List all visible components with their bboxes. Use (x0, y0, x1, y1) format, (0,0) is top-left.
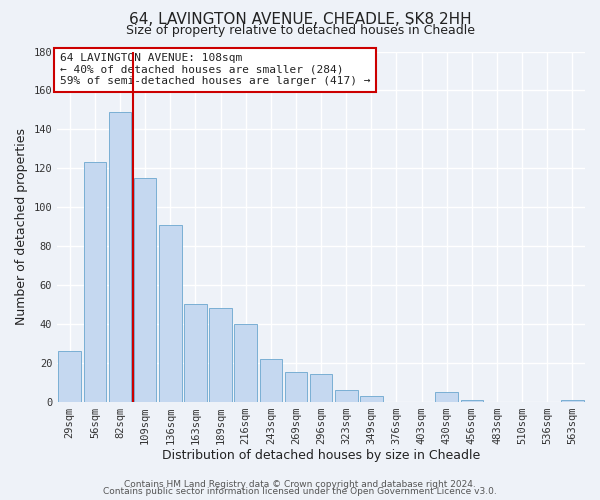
Text: Contains HM Land Registry data © Crown copyright and database right 2024.: Contains HM Land Registry data © Crown c… (124, 480, 476, 489)
Bar (461, 400, 483, 402)
Bar (284, 372, 307, 402)
Bar (159, 224, 182, 402)
Bar (260, 359, 282, 402)
Bar (310, 374, 332, 402)
X-axis label: Distribution of detached houses by size in Cheadle: Distribution of detached houses by size … (162, 450, 480, 462)
Bar (58, 351, 81, 402)
Bar (360, 396, 383, 402)
Bar (209, 308, 232, 402)
Bar (561, 400, 584, 402)
Bar (83, 162, 106, 402)
Bar (109, 112, 131, 402)
Bar (184, 304, 207, 402)
Bar (134, 178, 157, 402)
Bar (235, 324, 257, 402)
Y-axis label: Number of detached properties: Number of detached properties (15, 128, 28, 325)
Bar (335, 390, 358, 402)
Text: Contains public sector information licensed under the Open Government Licence v3: Contains public sector information licen… (103, 488, 497, 496)
Text: 64 LAVINGTON AVENUE: 108sqm
← 40% of detached houses are smaller (284)
59% of se: 64 LAVINGTON AVENUE: 108sqm ← 40% of det… (60, 54, 370, 86)
Text: 64, LAVINGTON AVENUE, CHEADLE, SK8 2HH: 64, LAVINGTON AVENUE, CHEADLE, SK8 2HH (128, 12, 472, 28)
Bar (436, 392, 458, 402)
Text: Size of property relative to detached houses in Cheadle: Size of property relative to detached ho… (125, 24, 475, 37)
